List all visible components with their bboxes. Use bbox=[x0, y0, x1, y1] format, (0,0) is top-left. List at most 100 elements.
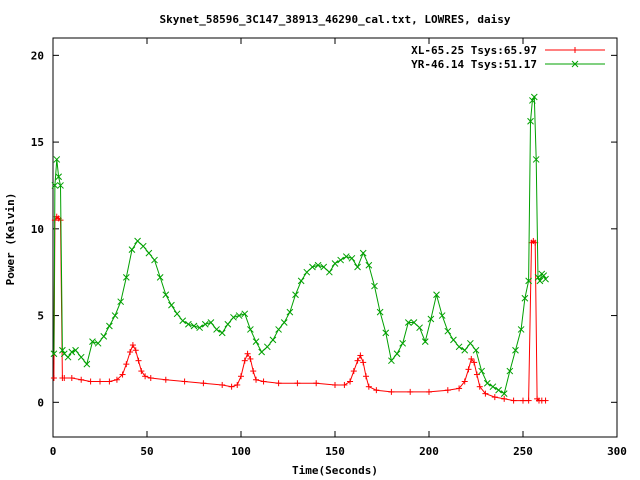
series-2-point bbox=[532, 156, 540, 163]
series-1-point bbox=[365, 383, 372, 390]
series-1-point bbox=[228, 383, 235, 390]
y-tick-label: 0 bbox=[37, 396, 44, 409]
series-2-point bbox=[207, 319, 215, 326]
series-2-point bbox=[196, 324, 203, 332]
series-2-point bbox=[433, 291, 440, 299]
series-2-point bbox=[94, 339, 102, 347]
series-2-point bbox=[365, 261, 373, 269]
series-1-point bbox=[50, 375, 57, 382]
series-2-point bbox=[529, 97, 536, 104]
y-axis-title: Power (Kelvin) bbox=[4, 193, 17, 286]
x-tick-label: 300 bbox=[607, 445, 627, 458]
series-1-point bbox=[253, 376, 260, 383]
series-2-point bbox=[382, 329, 390, 337]
series-2-point bbox=[57, 182, 64, 189]
series-1-point bbox=[247, 355, 254, 362]
series-1-point bbox=[354, 357, 361, 364]
series-1-point bbox=[473, 371, 480, 378]
series-2-point bbox=[83, 360, 91, 368]
series-line-2 bbox=[53, 95, 547, 395]
series-2-point bbox=[337, 256, 344, 264]
series-1-point bbox=[465, 366, 472, 373]
series-2-point bbox=[427, 315, 435, 323]
series-2-point bbox=[55, 173, 62, 181]
series-2-point bbox=[241, 310, 249, 318]
series-2-point bbox=[201, 320, 209, 328]
series-1-point bbox=[244, 350, 251, 357]
series-2-point bbox=[388, 357, 395, 365]
series-1-point bbox=[106, 378, 113, 385]
series-2-point bbox=[68, 348, 76, 356]
series-2-point bbox=[168, 301, 175, 309]
series-2-point bbox=[517, 326, 525, 333]
chart-title: Skynet_58596_3C147_38913_46290_cal.txt, … bbox=[160, 13, 511, 26]
series-1-point bbox=[275, 380, 282, 387]
series-2-point bbox=[478, 367, 485, 375]
series-1-point bbox=[68, 375, 75, 382]
series-1-point bbox=[260, 378, 267, 385]
series-2-point bbox=[258, 348, 266, 356]
series-1-point bbox=[482, 390, 489, 397]
series-1-point bbox=[138, 368, 145, 375]
series-2-point bbox=[455, 343, 463, 351]
series-1-point bbox=[127, 348, 134, 355]
series-2-point bbox=[51, 182, 59, 189]
series-1-point bbox=[347, 378, 354, 385]
series-1-point bbox=[234, 381, 241, 388]
series-2-point bbox=[331, 260, 339, 267]
series-2-point bbox=[495, 386, 502, 394]
series-1-point bbox=[241, 357, 248, 364]
series-2-point bbox=[134, 237, 141, 245]
series-2-point bbox=[506, 367, 514, 375]
series-2-point bbox=[512, 346, 519, 354]
series-1-point bbox=[520, 397, 526, 404]
series-2-point bbox=[472, 346, 480, 354]
series-2-point bbox=[53, 156, 61, 163]
series-1-point bbox=[456, 385, 463, 392]
y-tick-label: 15 bbox=[31, 136, 44, 149]
series-2-point bbox=[230, 313, 237, 321]
series-2-point bbox=[421, 338, 429, 345]
series-2-point bbox=[275, 326, 282, 333]
series-2-point bbox=[303, 268, 311, 276]
series-2-point bbox=[106, 322, 113, 330]
series-2-point bbox=[326, 268, 333, 276]
y-tick-label: 5 bbox=[37, 310, 44, 323]
series-1-point bbox=[444, 387, 451, 394]
series-1-point bbox=[476, 383, 483, 390]
series-2-point bbox=[111, 312, 119, 319]
series-1-point bbox=[373, 387, 380, 394]
series-1-point bbox=[426, 388, 432, 395]
series-2-point bbox=[342, 253, 350, 260]
series-2-point bbox=[483, 379, 491, 387]
series-1-point bbox=[135, 357, 142, 364]
series-1-point bbox=[468, 355, 475, 362]
series-2-point bbox=[467, 339, 474, 347]
series-2-point bbox=[393, 350, 401, 358]
series-2-point bbox=[542, 275, 549, 283]
series-1-point bbox=[332, 381, 338, 388]
legend-marker bbox=[571, 60, 579, 68]
series-1-point bbox=[501, 395, 508, 402]
series-2-point bbox=[128, 246, 136, 253]
series-2-point bbox=[410, 319, 418, 326]
series-2-point bbox=[292, 291, 299, 299]
series-2-point bbox=[145, 249, 153, 257]
series-1-point bbox=[147, 375, 154, 382]
series-2-point bbox=[224, 320, 232, 328]
series-2-point bbox=[100, 333, 108, 340]
series-1-point bbox=[525, 397, 532, 404]
series-1-point bbox=[113, 376, 120, 383]
y-tick-label: 10 bbox=[31, 223, 44, 236]
series-1-point bbox=[294, 380, 301, 387]
series-2-point bbox=[416, 324, 423, 332]
series-2-point bbox=[399, 339, 407, 347]
series-2-point bbox=[179, 317, 187, 325]
series-2-point bbox=[151, 256, 158, 264]
series-2-point bbox=[540, 272, 548, 280]
series-1-point bbox=[471, 359, 478, 366]
series-2-point bbox=[527, 117, 534, 125]
series-2-point bbox=[371, 282, 378, 290]
series-1-point bbox=[491, 394, 498, 401]
